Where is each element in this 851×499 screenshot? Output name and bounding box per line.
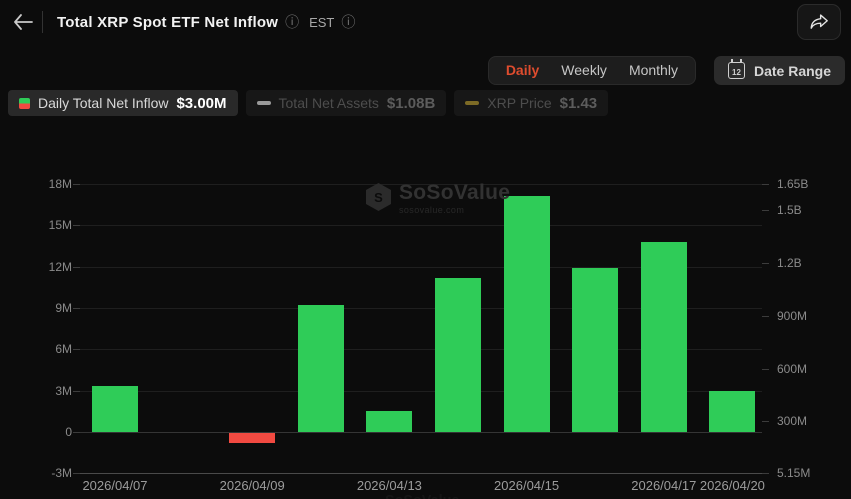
left-axis-label: 0 [65, 425, 72, 439]
timezone-label: EST [309, 14, 335, 30]
date-range-button[interactable]: 12 Date Range [713, 56, 845, 85]
legend: Daily Total Net Inflow $3.00M Total Net … [8, 90, 609, 116]
x-axis-label: 2026/04/13 [356, 478, 422, 493]
xrp-price-dash-icon [465, 101, 480, 105]
gridline [80, 266, 762, 268]
right-axis-tick [762, 210, 769, 212]
legend-item-xrp-price[interactable]: XRP Price $1.43 [454, 90, 609, 116]
left-axis-label: 6M [55, 342, 72, 357]
legend-item-net-assets[interactable]: Total Net Assets $1.08B [245, 90, 447, 116]
left-axis-tick [73, 473, 80, 475]
chart-bar[interactable] [640, 241, 687, 432]
arrow-left-icon [14, 14, 33, 30]
left-axis-tick [73, 349, 80, 351]
right-axis-tick [762, 368, 769, 370]
gridline [80, 390, 762, 392]
right-axis-tick [762, 183, 769, 185]
left-axis-label: 3M [55, 383, 72, 398]
chart-bar[interactable] [709, 390, 756, 432]
left-axis-label: 18M [48, 176, 72, 191]
title-info-icon[interactable]: ⓘ [285, 14, 300, 30]
left-axis-tick [73, 432, 80, 433]
right-axis-label: 900M [777, 308, 808, 323]
gridline [80, 225, 762, 227]
gridline [80, 432, 762, 433]
header-divider [42, 11, 43, 33]
legend-value: $3.00M [176, 94, 227, 112]
right-axis-tick [762, 421, 769, 423]
timezone-info-icon[interactable]: ⓘ [341, 14, 356, 30]
left-axis-tick [73, 307, 80, 309]
x-axis-label: 2026/04/09 [219, 478, 285, 493]
legend-value: $1.08B [386, 94, 436, 112]
header: Total XRP Spot ETF Net Inflow ⓘ EST ⓘ [0, 0, 851, 44]
date-range-label: Date Range [753, 62, 831, 79]
right-axis-label: 5.15M [777, 466, 811, 481]
legend-item-net-inflow[interactable]: Daily Total Net Inflow $3.00M [8, 90, 238, 116]
chart-controls: Daily Weekly Monthly 12 Date Range [487, 56, 845, 85]
gridline [80, 307, 762, 309]
right-axis-label: 600M [777, 361, 808, 376]
right-axis-label: 1.2B [777, 256, 802, 270]
left-axis-tick [73, 390, 80, 392]
left-axis-tick [73, 183, 80, 185]
page-title: Total XRP Spot ETF Net Inflow [57, 13, 279, 31]
gridline [80, 183, 762, 185]
chart-bar[interactable] [503, 196, 550, 432]
net-inflow-swatch-icon [19, 97, 30, 109]
left-axis-label: 9M [55, 300, 72, 315]
x-axis-label: 2026/04/07 [82, 478, 148, 493]
tab-daily[interactable]: Daily [505, 62, 540, 78]
left-axis-label: 15M [48, 218, 72, 233]
gridline [80, 349, 762, 351]
back-button[interactable] [8, 7, 38, 37]
right-axis-tick [762, 473, 769, 475]
left-axis-label: -3M [51, 466, 72, 481]
tab-weekly[interactable]: Weekly [561, 62, 607, 78]
interval-tabs: Daily Weekly Monthly [487, 56, 696, 85]
right-axis-tick [762, 315, 769, 317]
chart-bar[interactable] [366, 411, 413, 432]
share-icon [810, 14, 828, 29]
right-axis-label: 1.65B [777, 176, 809, 191]
gridline [80, 473, 762, 475]
left-axis-tick [73, 225, 80, 227]
calendar-icon: 12 [727, 59, 745, 79]
left-axis-tick [73, 266, 80, 268]
right-axis-label: 300M [777, 414, 808, 429]
watermark-bottom-partial: SoSoValue [385, 492, 459, 499]
chart-bar[interactable] [92, 386, 138, 432]
legend-label: Daily Total Net Inflow [38, 95, 169, 111]
left-axis-label: 12M [48, 259, 72, 274]
chart-bar[interactable] [435, 277, 481, 432]
right-axis-tick [762, 263, 769, 264]
chart-bar[interactable] [229, 433, 276, 443]
x-axis-label: 2026/04/20 [699, 478, 765, 493]
legend-label: XRP Price [487, 95, 552, 111]
chart-bar[interactable] [297, 305, 344, 432]
net-assets-dash-icon [256, 101, 271, 105]
x-axis-label: 2026/04/15 [494, 478, 560, 493]
legend-label: Total Net Assets [278, 95, 379, 111]
share-button[interactable] [797, 4, 841, 40]
tab-monthly[interactable]: Monthly [628, 62, 678, 78]
x-axis-label: 2026/04/17 [631, 478, 697, 493]
legend-value: $1.43 [559, 94, 598, 112]
chart-bar[interactable] [572, 267, 619, 432]
right-axis-label: 1.5B [777, 203, 802, 218]
